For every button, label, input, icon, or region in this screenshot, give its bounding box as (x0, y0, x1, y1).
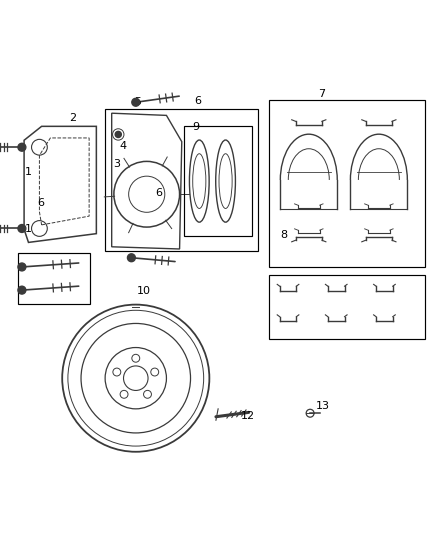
Text: 6: 6 (194, 96, 201, 106)
Circle shape (115, 131, 121, 138)
Text: 1: 1 (25, 167, 32, 177)
Circle shape (18, 143, 26, 151)
Text: 7: 7 (318, 90, 325, 99)
Text: 6: 6 (37, 198, 44, 208)
Circle shape (127, 254, 135, 262)
Bar (269, 100, 425, 266)
Circle shape (18, 224, 26, 232)
Circle shape (18, 286, 26, 294)
Bar (18, 253, 90, 304)
Text: 12: 12 (240, 411, 254, 421)
Circle shape (132, 98, 140, 106)
Text: 2: 2 (69, 114, 76, 124)
Text: 9: 9 (192, 122, 199, 132)
Text: 3: 3 (113, 159, 120, 168)
Bar (184, 126, 252, 236)
Text: 13: 13 (316, 401, 330, 411)
Text: 4: 4 (119, 141, 126, 151)
Text: 6: 6 (155, 188, 162, 198)
Bar (105, 109, 258, 251)
Text: 5: 5 (134, 97, 141, 107)
Text: 10: 10 (137, 286, 151, 296)
Text: 1: 1 (25, 224, 32, 235)
Bar (269, 275, 425, 339)
Circle shape (18, 263, 26, 271)
Text: 8: 8 (280, 230, 287, 240)
